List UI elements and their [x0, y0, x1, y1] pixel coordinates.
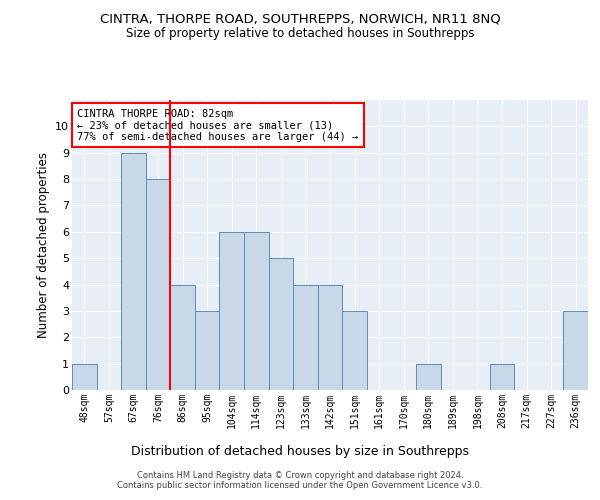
Bar [416, 364, 440, 390]
Bar [170, 284, 195, 390]
Bar [269, 258, 293, 390]
Text: Distribution of detached houses by size in Southrepps: Distribution of detached houses by size … [131, 444, 469, 458]
Bar [293, 284, 318, 390]
Bar [146, 179, 170, 390]
Bar [342, 311, 367, 390]
Bar [563, 311, 588, 390]
Bar [220, 232, 244, 390]
Bar [490, 364, 514, 390]
Bar [121, 152, 146, 390]
Bar [72, 364, 97, 390]
Text: CINTRA THORPE ROAD: 82sqm
← 23% of detached houses are smaller (13)
77% of semi-: CINTRA THORPE ROAD: 82sqm ← 23% of detac… [77, 108, 358, 142]
Text: Size of property relative to detached houses in Southrepps: Size of property relative to detached ho… [126, 28, 474, 40]
Bar [244, 232, 269, 390]
Text: Contains HM Land Registry data © Crown copyright and database right 2024.
Contai: Contains HM Land Registry data © Crown c… [118, 470, 482, 490]
Bar [318, 284, 342, 390]
Text: CINTRA, THORPE ROAD, SOUTHREPPS, NORWICH, NR11 8NQ: CINTRA, THORPE ROAD, SOUTHREPPS, NORWICH… [100, 12, 500, 26]
Bar [195, 311, 220, 390]
Y-axis label: Number of detached properties: Number of detached properties [37, 152, 50, 338]
